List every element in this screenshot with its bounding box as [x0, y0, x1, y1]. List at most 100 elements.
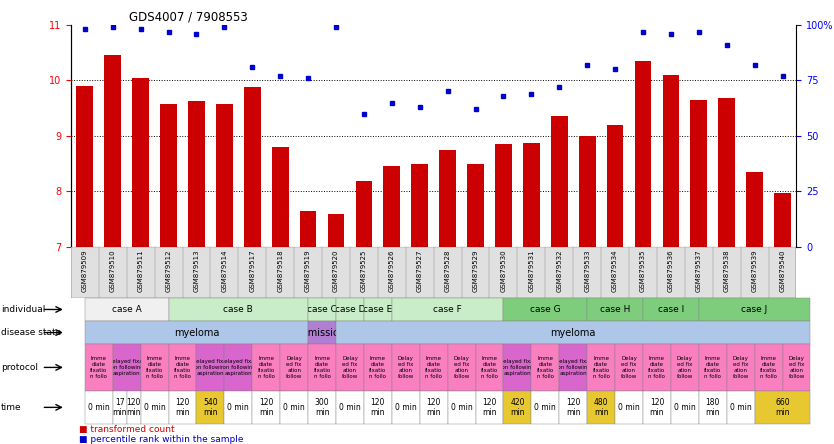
- Text: 0 min: 0 min: [618, 403, 640, 412]
- Bar: [662, 75, 679, 247]
- Text: GSM879527: GSM879527: [417, 250, 423, 292]
- Bar: [355, 182, 372, 247]
- Text: GSM879517: GSM879517: [249, 250, 255, 292]
- Bar: [272, 147, 289, 247]
- Text: GSM879512: GSM879512: [166, 250, 172, 292]
- Text: 120
min: 120 min: [175, 398, 190, 417]
- Text: 0 min: 0 min: [450, 403, 473, 412]
- Bar: [579, 136, 595, 247]
- Text: Imme
diate
fixatio
n follo: Imme diate fixatio n follo: [90, 356, 108, 379]
- Bar: [691, 100, 707, 247]
- Text: GSM879537: GSM879537: [696, 250, 701, 292]
- Text: GSM879526: GSM879526: [389, 250, 394, 292]
- Bar: [244, 87, 261, 247]
- Text: Delayed fixat
ion following
aspiration: Delayed fixat ion following aspiration: [192, 359, 229, 376]
- Text: 120
min: 120 min: [259, 398, 274, 417]
- Text: 660
min: 660 min: [776, 398, 790, 417]
- Text: case E: case E: [364, 305, 393, 314]
- Text: 540
min: 540 min: [203, 398, 218, 417]
- Bar: [523, 143, 540, 247]
- Text: case I: case I: [658, 305, 684, 314]
- Text: case H: case H: [600, 305, 631, 314]
- Text: case D: case D: [334, 305, 365, 314]
- Bar: [635, 61, 651, 247]
- Text: Imme
diate
fixatio
n follo: Imme diate fixatio n follo: [648, 356, 666, 379]
- Bar: [495, 144, 512, 247]
- Text: GSM879519: GSM879519: [305, 250, 311, 292]
- Bar: [299, 211, 316, 247]
- Text: 0 min: 0 min: [284, 403, 305, 412]
- Text: Imme
diate
fixatio
n follo: Imme diate fixatio n follo: [481, 356, 498, 379]
- Bar: [606, 125, 624, 247]
- Text: 120
min: 120 min: [650, 398, 664, 417]
- Text: Delayed fixat
ion following
aspiration: Delayed fixat ion following aspiration: [220, 359, 257, 376]
- Text: 0 min: 0 min: [674, 403, 696, 412]
- Bar: [216, 104, 233, 247]
- Text: Imme
diate
fixatio
n follo: Imme diate fixatio n follo: [537, 356, 554, 379]
- Bar: [77, 86, 93, 247]
- Bar: [774, 193, 791, 247]
- Bar: [551, 116, 568, 247]
- Text: 480
min: 480 min: [594, 398, 608, 417]
- Text: GSM879528: GSM879528: [445, 250, 450, 292]
- Text: time: time: [1, 403, 22, 412]
- Text: ■ percentile rank within the sample: ■ percentile rank within the sample: [79, 435, 244, 444]
- Text: myeloma: myeloma: [550, 328, 596, 337]
- Text: Imme
diate
fixatio
n follo: Imme diate fixatio n follo: [760, 356, 777, 379]
- Text: myeloma: myeloma: [173, 328, 219, 337]
- Text: Imme
diate
fixatio
n follo: Imme diate fixatio n follo: [314, 356, 330, 379]
- Text: GSM879532: GSM879532: [556, 250, 562, 292]
- Text: 17
min: 17 min: [113, 398, 127, 417]
- Text: Imme
diate
fixatio
n follo: Imme diate fixatio n follo: [592, 356, 610, 379]
- Text: GSM879529: GSM879529: [473, 250, 479, 292]
- Bar: [328, 214, 344, 247]
- Text: protocol: protocol: [1, 363, 38, 372]
- Text: 0 min: 0 min: [394, 403, 417, 412]
- Text: GSM879530: GSM879530: [500, 250, 506, 292]
- Bar: [133, 78, 149, 247]
- Bar: [746, 172, 763, 247]
- Bar: [718, 98, 735, 247]
- Text: Delay
ed fix
ation
follow: Delay ed fix ation follow: [788, 356, 805, 379]
- Text: 120
min: 120 min: [127, 398, 141, 417]
- Bar: [411, 164, 428, 247]
- Bar: [440, 150, 456, 247]
- Text: Delay
ed fix
ation
follow: Delay ed fix ation follow: [398, 356, 414, 379]
- Text: GSM879525: GSM879525: [361, 250, 367, 292]
- Text: 120
min: 120 min: [566, 398, 580, 417]
- Text: 0 min: 0 min: [730, 403, 751, 412]
- Text: GSM879534: GSM879534: [612, 250, 618, 292]
- Bar: [384, 166, 400, 247]
- Text: Delay
ed fix
ation
follow: Delay ed fix ation follow: [732, 356, 749, 379]
- Text: 120
min: 120 min: [370, 398, 385, 417]
- Text: Delayed fixat
ion following
aspiration: Delayed fixat ion following aspiration: [108, 359, 145, 376]
- Text: GSM879539: GSM879539: [751, 250, 757, 292]
- Text: Delay
ed fix
ation
follow: Delay ed fix ation follow: [342, 356, 358, 379]
- Text: Imme
diate
fixatio
n follo: Imme diate fixatio n follo: [704, 356, 721, 379]
- Text: case F: case F: [433, 305, 462, 314]
- Text: GSM879535: GSM879535: [640, 250, 646, 292]
- Text: GSM879531: GSM879531: [529, 250, 535, 292]
- Bar: [160, 104, 177, 247]
- Text: 120
min: 120 min: [426, 398, 441, 417]
- Text: Delay
ed fix
ation
follow: Delay ed fix ation follow: [454, 356, 470, 379]
- Text: disease state: disease state: [1, 328, 61, 337]
- Text: Imme
diate
fixatio
n follo: Imme diate fixatio n follo: [369, 356, 386, 379]
- Text: 0 min: 0 min: [88, 403, 110, 412]
- Text: GSM879510: GSM879510: [110, 250, 116, 292]
- Text: Imme
diate
fixatio
n follo: Imme diate fixatio n follo: [425, 356, 442, 379]
- Bar: [104, 56, 121, 247]
- Text: remission: remission: [299, 328, 345, 337]
- Text: 300
min: 300 min: [314, 398, 329, 417]
- Text: ■ transformed count: ■ transformed count: [79, 425, 175, 434]
- Text: Delay
ed fix
ation
follow: Delay ed fix ation follow: [620, 356, 637, 379]
- Text: Delayed fixat
ion following
aspiration: Delayed fixat ion following aspiration: [499, 359, 535, 376]
- Text: Imme
diate
fixatio
n follo: Imme diate fixatio n follo: [146, 356, 163, 379]
- Text: 180
min: 180 min: [706, 398, 720, 417]
- Text: GSM879509: GSM879509: [82, 250, 88, 292]
- Bar: [467, 164, 484, 247]
- Text: GSM879536: GSM879536: [668, 250, 674, 292]
- Text: GSM879540: GSM879540: [780, 250, 786, 292]
- Text: Imme
diate
fixatio
n follo: Imme diate fixatio n follo: [258, 356, 275, 379]
- Text: GSM879518: GSM879518: [277, 250, 284, 292]
